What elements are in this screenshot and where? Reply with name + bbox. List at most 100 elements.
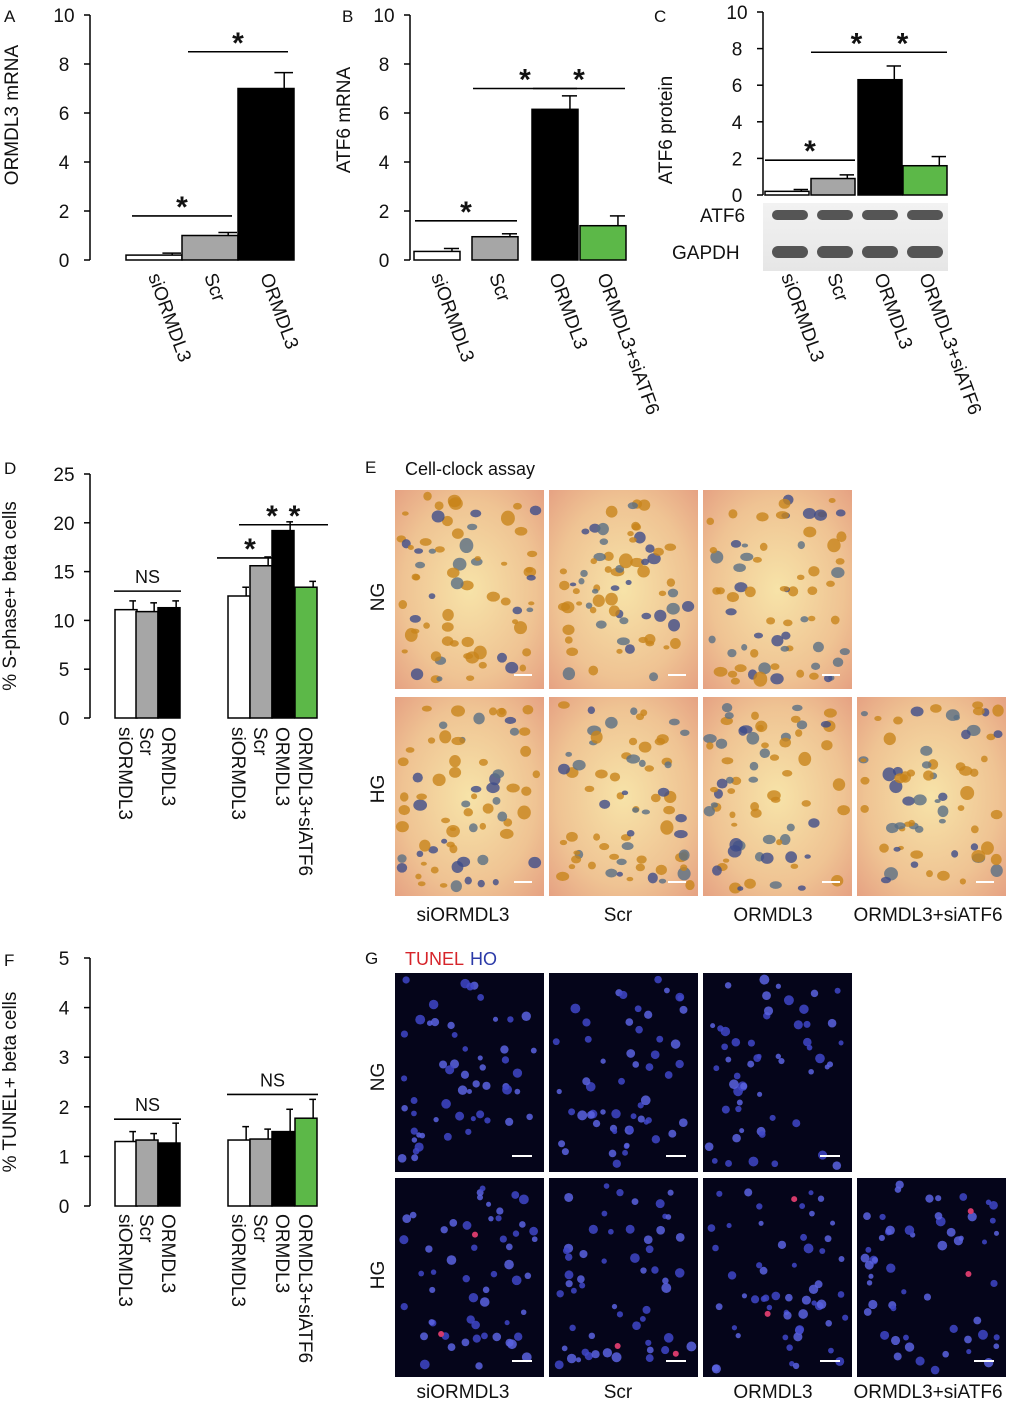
cell bbox=[727, 845, 742, 858]
nucleus bbox=[466, 1088, 472, 1094]
cell bbox=[638, 499, 651, 511]
cell bbox=[630, 707, 638, 716]
nucleus bbox=[446, 1255, 457, 1265]
nucleus bbox=[904, 1225, 915, 1235]
cell bbox=[725, 608, 737, 616]
cell bbox=[660, 820, 674, 835]
cell bbox=[797, 885, 806, 891]
blot-band-gapdh bbox=[817, 246, 853, 258]
cell bbox=[460, 580, 474, 591]
tunel-positive-nucleus bbox=[471, 1231, 478, 1238]
cell bbox=[677, 867, 691, 881]
cell bbox=[971, 825, 979, 834]
cell bbox=[641, 809, 651, 815]
cell bbox=[438, 721, 448, 729]
nucleus bbox=[616, 1311, 624, 1318]
cell bbox=[479, 822, 487, 830]
nucleus bbox=[495, 1215, 502, 1222]
nucleus bbox=[803, 1243, 814, 1254]
cell bbox=[562, 624, 575, 635]
cell bbox=[521, 786, 532, 796]
cell bbox=[572, 588, 580, 595]
bar bbox=[181, 234, 239, 261]
cell bbox=[906, 769, 916, 777]
cell bbox=[814, 509, 828, 521]
nucleus bbox=[663, 1333, 674, 1343]
nucleus bbox=[661, 1346, 670, 1355]
cell bbox=[457, 856, 471, 868]
chart-b: B 0 2 4 6 8 10 ATF6 mRNA siORMDL3 Scr ORMDL3 ORMDL3… bbox=[334, 6, 663, 418]
cell bbox=[401, 511, 409, 516]
cell bbox=[753, 632, 764, 639]
cell bbox=[663, 645, 670, 650]
nucleus bbox=[520, 1309, 527, 1315]
cell bbox=[604, 566, 612, 573]
bar bbox=[764, 190, 810, 196]
cell bbox=[752, 556, 762, 563]
cell bbox=[721, 703, 733, 713]
nucleus bbox=[771, 1291, 781, 1301]
cell bbox=[882, 767, 896, 782]
nucleus bbox=[565, 1280, 573, 1288]
cell bbox=[428, 846, 439, 854]
nucleus bbox=[588, 1332, 596, 1340]
nucleus bbox=[561, 1148, 569, 1156]
nucleus bbox=[564, 1192, 574, 1202]
cell bbox=[470, 785, 482, 793]
category-label: ORMDL3 bbox=[255, 271, 302, 353]
nucleus bbox=[400, 1302, 408, 1311]
category-label: Scr bbox=[135, 727, 156, 756]
cell bbox=[937, 870, 950, 881]
cell bbox=[766, 617, 776, 625]
cell bbox=[759, 542, 768, 551]
nucleus bbox=[640, 1267, 647, 1274]
cell bbox=[439, 883, 448, 888]
cell bbox=[827, 538, 841, 553]
cell bbox=[442, 515, 453, 527]
cell bbox=[860, 711, 868, 717]
cell bbox=[667, 588, 679, 598]
chart-a: A 0 2 4 6 8 10 ORMDL3 mRNA siORMDL3 Scr ORMDL3 * * bbox=[2, 6, 302, 365]
cell bbox=[626, 876, 634, 882]
y-tick-label: 10 bbox=[373, 6, 394, 27]
significance-star: * bbox=[460, 196, 472, 229]
nucleus bbox=[591, 1350, 600, 1359]
nucleus bbox=[445, 1065, 455, 1075]
blot-band-atf6 bbox=[862, 210, 898, 220]
nucleus bbox=[644, 1010, 653, 1019]
cell bbox=[801, 800, 811, 807]
nucleus bbox=[612, 1159, 621, 1168]
cell bbox=[647, 553, 661, 565]
cell bbox=[616, 637, 630, 646]
cell bbox=[955, 762, 966, 771]
nucleus bbox=[608, 1228, 614, 1235]
panel-e-title: Cell-clock assay bbox=[405, 459, 535, 479]
tunel-image bbox=[549, 1178, 698, 1377]
cell bbox=[790, 863, 799, 869]
cell bbox=[576, 601, 583, 606]
nucleus bbox=[576, 1357, 582, 1363]
cell bbox=[421, 705, 432, 712]
cell bbox=[712, 587, 721, 595]
cell bbox=[528, 856, 542, 869]
nucleus bbox=[864, 1260, 874, 1270]
bar bbox=[579, 224, 627, 261]
cell bbox=[782, 770, 793, 777]
cell bbox=[681, 601, 695, 612]
cell-clock-image bbox=[395, 490, 544, 689]
nucleus bbox=[482, 1286, 490, 1294]
nucleus bbox=[462, 1046, 469, 1052]
nucleus bbox=[792, 1119, 801, 1128]
cell bbox=[581, 528, 590, 535]
cell bbox=[417, 881, 426, 887]
nucleus bbox=[470, 1116, 476, 1122]
blot-band-gapdh bbox=[772, 246, 808, 258]
nucleus bbox=[566, 1353, 577, 1364]
nucleus bbox=[803, 1037, 812, 1047]
row-label-hg: HG bbox=[368, 775, 389, 804]
nucleus bbox=[731, 1325, 738, 1331]
nucleus bbox=[662, 1277, 669, 1285]
cell bbox=[414, 548, 424, 554]
nucleus bbox=[518, 1194, 529, 1205]
cell bbox=[992, 704, 1004, 717]
